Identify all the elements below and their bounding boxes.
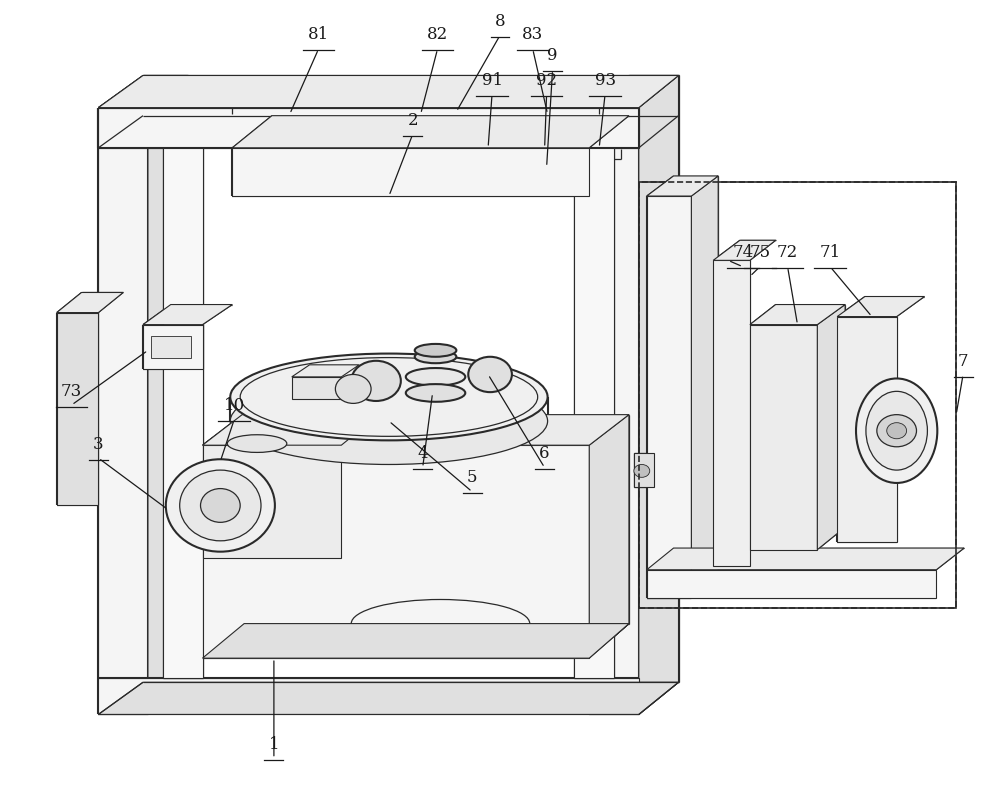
Text: 2: 2 [407,112,418,129]
Ellipse shape [406,368,465,386]
Ellipse shape [166,460,275,552]
Circle shape [887,423,907,440]
Polygon shape [713,261,750,566]
Ellipse shape [406,384,465,402]
Polygon shape [143,305,232,325]
Polygon shape [750,325,817,550]
Ellipse shape [230,354,548,441]
Text: 10: 10 [224,397,245,414]
Polygon shape [148,76,188,714]
Polygon shape [750,305,845,325]
Polygon shape [713,241,776,261]
Polygon shape [98,76,679,109]
Polygon shape [589,415,629,659]
Polygon shape [574,148,614,679]
Bar [639,182,956,607]
Polygon shape [647,197,691,599]
Polygon shape [98,76,188,109]
Polygon shape [589,76,679,109]
Polygon shape [98,109,639,148]
Bar [639,182,956,607]
Text: 71: 71 [820,244,841,261]
Polygon shape [143,325,203,369]
Polygon shape [203,624,629,659]
Ellipse shape [230,378,548,465]
Text: 72: 72 [777,244,798,261]
Polygon shape [203,445,589,659]
Polygon shape [837,297,924,317]
Circle shape [468,358,512,393]
Polygon shape [647,570,936,599]
Ellipse shape [415,351,456,364]
Polygon shape [837,317,897,542]
Ellipse shape [227,436,287,453]
Circle shape [351,362,401,401]
Text: 5: 5 [467,469,477,486]
Circle shape [877,415,917,447]
Text: 4: 4 [417,444,428,461]
Polygon shape [817,305,845,550]
Circle shape [335,375,371,404]
Polygon shape [203,415,379,445]
Polygon shape [292,366,359,377]
Text: 74: 74 [732,244,754,261]
Polygon shape [639,76,679,714]
Polygon shape [98,109,148,714]
Text: 7: 7 [958,353,968,369]
Text: 93: 93 [595,71,616,88]
Ellipse shape [856,379,937,483]
Text: 92: 92 [536,71,557,88]
Text: 6: 6 [539,444,550,461]
Polygon shape [98,679,639,714]
Polygon shape [647,548,964,570]
Polygon shape [647,177,718,197]
Text: 3: 3 [93,435,104,452]
Polygon shape [163,148,203,679]
Ellipse shape [415,345,456,358]
Polygon shape [232,117,629,148]
Polygon shape [589,109,639,714]
Polygon shape [203,445,341,558]
Ellipse shape [201,489,240,523]
Text: 9: 9 [547,47,558,64]
Text: 91: 91 [482,71,503,88]
Text: 81: 81 [308,26,329,43]
Polygon shape [98,682,679,714]
Text: 8: 8 [495,13,505,30]
Ellipse shape [180,470,261,541]
Polygon shape [691,177,718,599]
Polygon shape [634,453,654,487]
Text: 75: 75 [749,244,770,261]
Polygon shape [203,415,629,445]
Polygon shape [57,293,123,313]
Polygon shape [57,313,98,506]
Bar [151,337,191,359]
Circle shape [634,465,650,478]
Polygon shape [292,377,341,399]
Text: 82: 82 [427,26,448,43]
Text: 73: 73 [61,382,82,399]
Text: 1: 1 [269,736,279,753]
Text: 83: 83 [522,26,543,43]
Ellipse shape [866,392,927,470]
Polygon shape [232,148,589,197]
